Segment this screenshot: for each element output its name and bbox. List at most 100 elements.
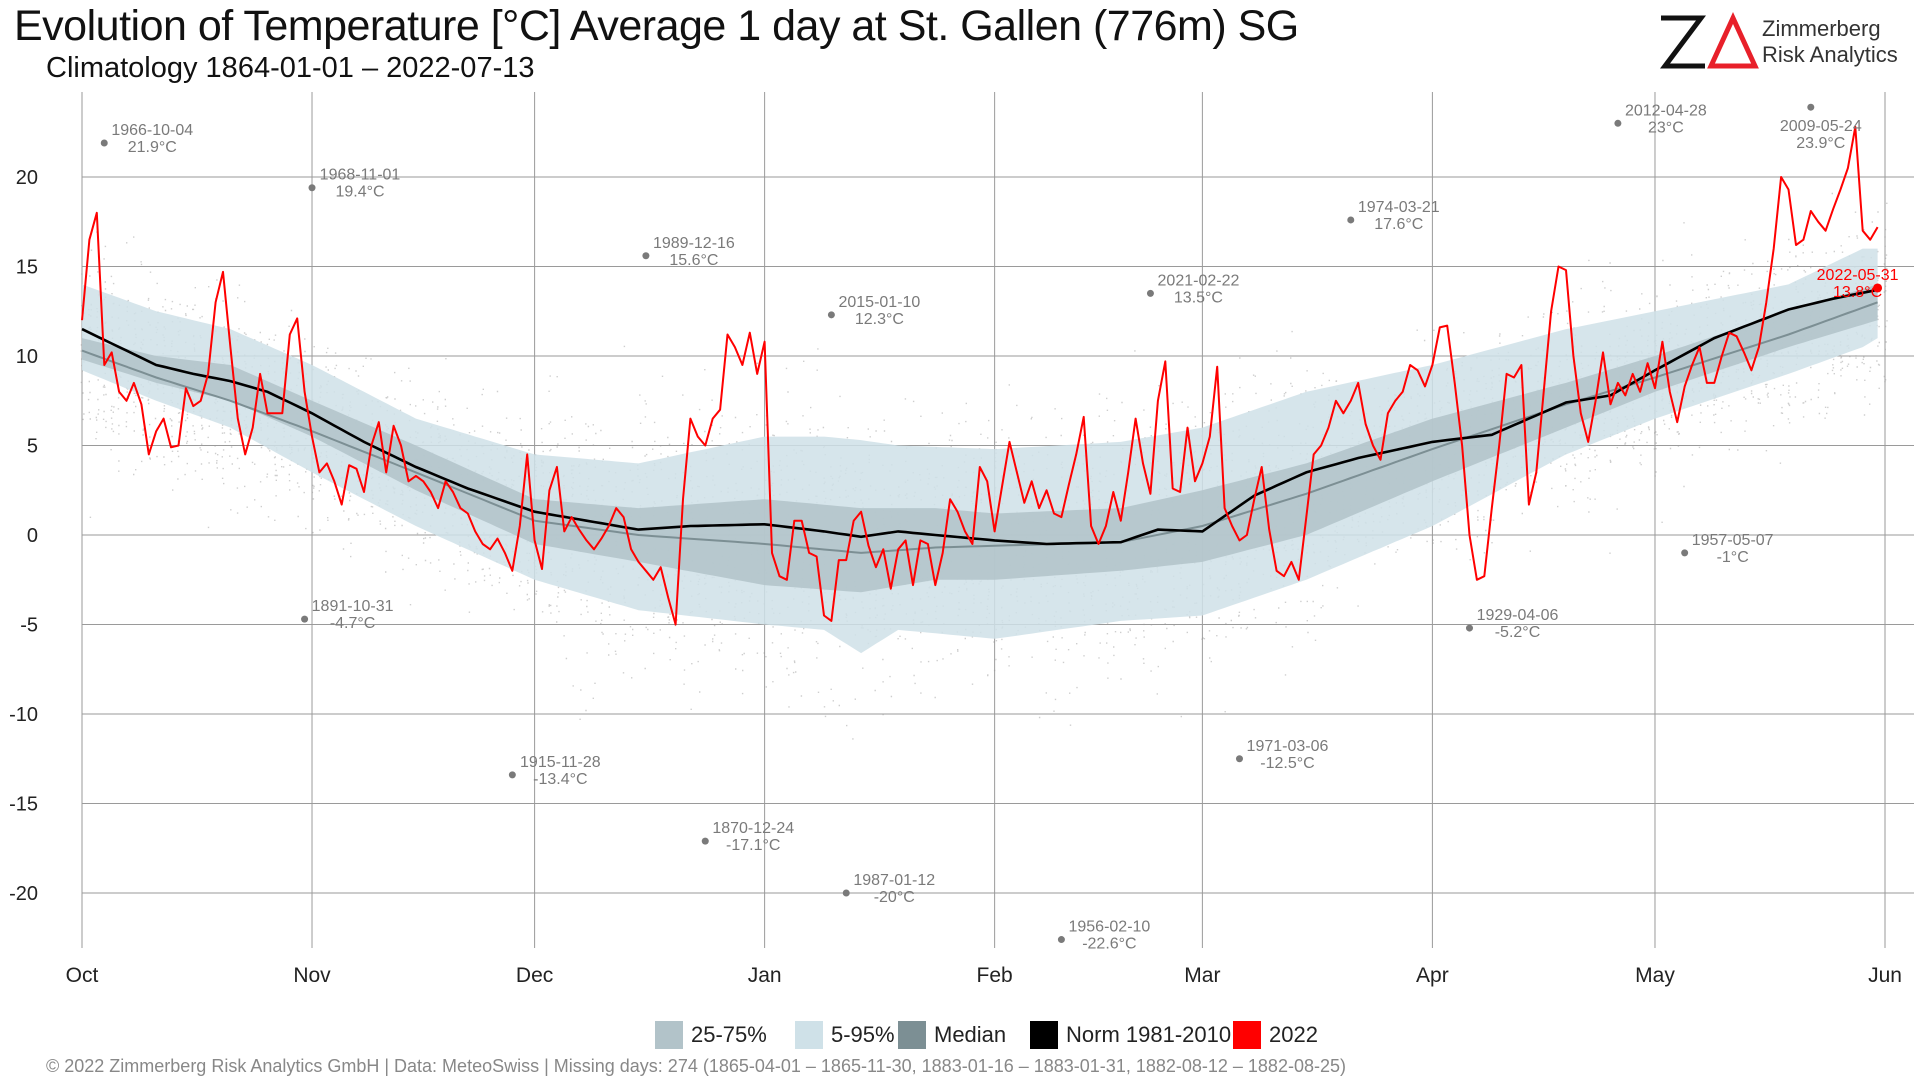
- record-point: [308, 184, 316, 192]
- legend-item: 5-95%: [795, 1020, 895, 1050]
- logo-line-1: Zimmerberg: [1762, 16, 1881, 41]
- record-date: 1971-03-06: [1247, 738, 1329, 755]
- record-date: 1989-12-16: [653, 235, 735, 252]
- record-date: 2009-05-24: [1780, 118, 1862, 135]
- record-value: 21.9°C: [128, 139, 177, 156]
- y-tick-label: -20: [9, 883, 38, 905]
- band-25-75: [82, 284, 1878, 593]
- y-tick-label: 5: [27, 436, 38, 458]
- legend-swatch: [898, 1021, 926, 1049]
- record-point: [642, 252, 650, 260]
- y-tick-label: 0: [27, 525, 38, 547]
- record-value: 15.6°C: [669, 252, 718, 269]
- record-date: 2021-02-22: [1158, 272, 1240, 289]
- y-tick-label: -15: [9, 794, 38, 816]
- record-value: 13.8°C: [1833, 284, 1882, 301]
- x-tick-label: Apr: [1416, 964, 1449, 987]
- record-point: [842, 889, 850, 897]
- record-point: [1807, 103, 1815, 111]
- record-date: 2022-05-31: [1817, 267, 1899, 284]
- record-point: [508, 771, 516, 779]
- x-tick-label: Dec: [516, 964, 553, 987]
- legend-swatch: [1030, 1021, 1058, 1049]
- record-point: [1146, 289, 1154, 297]
- axes: -20 -15 -10 -5 0 5 10 15 20 Oct Nov Dec Jan Feb Mar Apr…: [9, 167, 1902, 987]
- record-date: 1870-12-24: [712, 820, 794, 837]
- series-2022-line: [81, 125, 1879, 626]
- record-point: [1614, 119, 1622, 127]
- record-point: [1235, 755, 1243, 763]
- company-logo: Zimmerberg Risk Analytics: [1655, 8, 1905, 72]
- x-tick-label: Jan: [748, 964, 782, 987]
- legend-swatch: [655, 1021, 683, 1049]
- y-tick-label: 10: [16, 346, 38, 368]
- record-point: [1681, 549, 1689, 557]
- legend-label: Norm 1981-2010: [1066, 1022, 1232, 1047]
- record-point: [1873, 283, 1883, 293]
- record-annotation: 1915-11-28-13.4°C: [508, 754, 601, 788]
- legend-item: Median: [898, 1020, 1006, 1050]
- record-date: 1957-05-07: [1692, 532, 1774, 549]
- record-date: 2015-01-10: [838, 294, 920, 311]
- y-tick-label: 20: [16, 167, 38, 189]
- record-annotation: 1956-02-10-22.6°C: [1057, 919, 1150, 953]
- record-value: 12.3°C: [855, 311, 904, 328]
- footer-text: © 2022 Zimmerberg Risk Analytics GmbH | …: [46, 1056, 1346, 1076]
- record-point: [1057, 936, 1065, 944]
- record-annotation: 1929-04-06-5.2°C: [1465, 607, 1559, 641]
- record-value: -17.1°C: [726, 837, 780, 854]
- legend-item: 25-75%: [655, 1020, 767, 1050]
- x-tick-label: Jun: [1868, 964, 1902, 987]
- chart-title: Evolution of Temperature [°C] Average 1 …: [14, 2, 1299, 50]
- footer: © 2022 Zimmerberg Risk Analytics GmbH | …: [46, 1056, 1346, 1077]
- lines: [81, 125, 1879, 626]
- record-value: -22.6°C: [1082, 936, 1136, 953]
- x-tick-label: Feb: [977, 964, 1013, 987]
- y-tick-label: 15: [16, 257, 38, 279]
- record-date: 1974-03-21: [1358, 199, 1440, 216]
- record-value: -1°C: [1717, 549, 1749, 566]
- record-point: [100, 139, 108, 147]
- record-date: 1915-11-28: [520, 754, 601, 771]
- record-value: -12.5°C: [1260, 755, 1314, 772]
- record-point: [827, 311, 835, 319]
- logo-text: Zimmerberg Risk Analytics: [1762, 16, 1898, 68]
- record-value: 23.9°C: [1796, 135, 1845, 152]
- record-value: 13.5°C: [1174, 289, 1223, 306]
- record-annotation: 1870-12-24-17.1°C: [701, 820, 794, 854]
- record-value: -5.2°C: [1495, 624, 1541, 641]
- record-date: 1891-10-31: [312, 598, 394, 615]
- record-value: -20°C: [874, 889, 915, 906]
- record-value: 19.4°C: [335, 184, 384, 201]
- x-tick-label: Mar: [1184, 964, 1220, 987]
- record-point: [301, 615, 309, 623]
- x-tick-label: Oct: [66, 964, 99, 987]
- x-tick-label: May: [1635, 964, 1675, 987]
- y-tick-label: -10: [9, 704, 38, 726]
- record-date: 1987-01-12: [853, 872, 935, 889]
- record-date: 1929-04-06: [1477, 607, 1559, 624]
- percentile-bands: [82, 248, 1878, 654]
- legend-item: Norm 1981-2010: [1030, 1020, 1231, 1050]
- band-5-95: [82, 248, 1878, 654]
- legend-label: 2022: [1269, 1022, 1318, 1047]
- record-date: 2012-04-28: [1625, 102, 1707, 119]
- legend: 25-75% 5-95% Median Norm 1981-2010 2022: [0, 1020, 1920, 1050]
- logo-mark-icon: [1660, 11, 1759, 69]
- legend-label: Median: [934, 1022, 1007, 1047]
- legend-swatch: [1233, 1021, 1261, 1049]
- record-point: [1465, 624, 1473, 632]
- record-point: [701, 837, 709, 845]
- chart-subtitle: Climatology 1864-01-01 – 2022-07-13: [46, 52, 535, 84]
- record-annotation: 1987-01-12-20°C: [842, 872, 935, 906]
